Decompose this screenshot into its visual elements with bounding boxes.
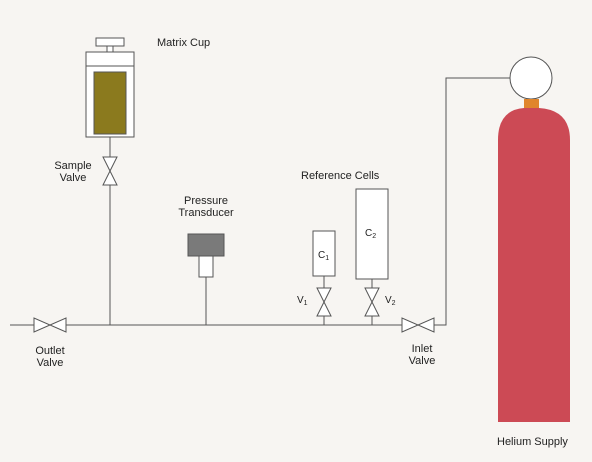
cell1-letter: C (318, 250, 326, 261)
cell2-letter: C (365, 228, 373, 239)
matrix-cup (85, 37, 135, 138)
outlet-valve-icon (33, 317, 67, 333)
supply-pipe (440, 77, 512, 326)
cell2-subscript: 2 (372, 233, 377, 240)
valve2-label: V2 (385, 295, 396, 310)
valve2-subscript: 2 (391, 300, 396, 307)
sample-valve-label-line1: Sample (54, 160, 92, 172)
sample-valve-icon (102, 156, 118, 186)
outlet-valve-label-line2: Valve (36, 357, 64, 369)
helium-cylinder (498, 56, 570, 422)
reference-cell-2 (355, 188, 389, 280)
valve-v2-icon (364, 287, 380, 317)
sample-valve-label: Sample Valve (44, 160, 102, 184)
valve1-subscript: 1 (303, 300, 308, 307)
inlet-valve-label: Inlet Valve (397, 343, 447, 367)
cell1-label: C1 (318, 250, 329, 265)
cylinder-neck (524, 99, 539, 109)
regulator-gauge (509, 56, 553, 100)
valve2-letter: V (385, 295, 392, 306)
pressure-transducer-label-line2: Transducer (178, 207, 234, 219)
outlet-valve-label-line1: Outlet (35, 345, 65, 357)
reference-cell-1 (312, 230, 336, 277)
cell2-label: C2 (365, 228, 376, 243)
inlet-valve-icon (401, 317, 435, 333)
cell1-subscript: 1 (325, 255, 330, 262)
pressure-transducer (187, 233, 225, 278)
pressure-transducer-label: Pressure Transducer (170, 195, 242, 219)
outlet-valve-label: Outlet Valve (25, 345, 75, 369)
reference-cells-label: Reference Cells (301, 170, 380, 182)
pressure-transducer-label-line1: Pressure (183, 195, 229, 207)
valve1-letter: V (297, 295, 304, 306)
inlet-valve-label-line2: Valve (408, 355, 436, 367)
sample-valve-label-line2: Valve (59, 172, 87, 184)
inlet-valve-label-line1: Inlet (411, 343, 433, 355)
valve-v1-icon (316, 287, 332, 317)
matrix-cup-label: Matrix Cup (157, 37, 211, 49)
helium-supply-label: Helium Supply (497, 436, 568, 448)
cylinder-body (498, 108, 570, 422)
matrix-sample-fill (93, 71, 127, 135)
valve1-label: V1 (297, 295, 308, 310)
